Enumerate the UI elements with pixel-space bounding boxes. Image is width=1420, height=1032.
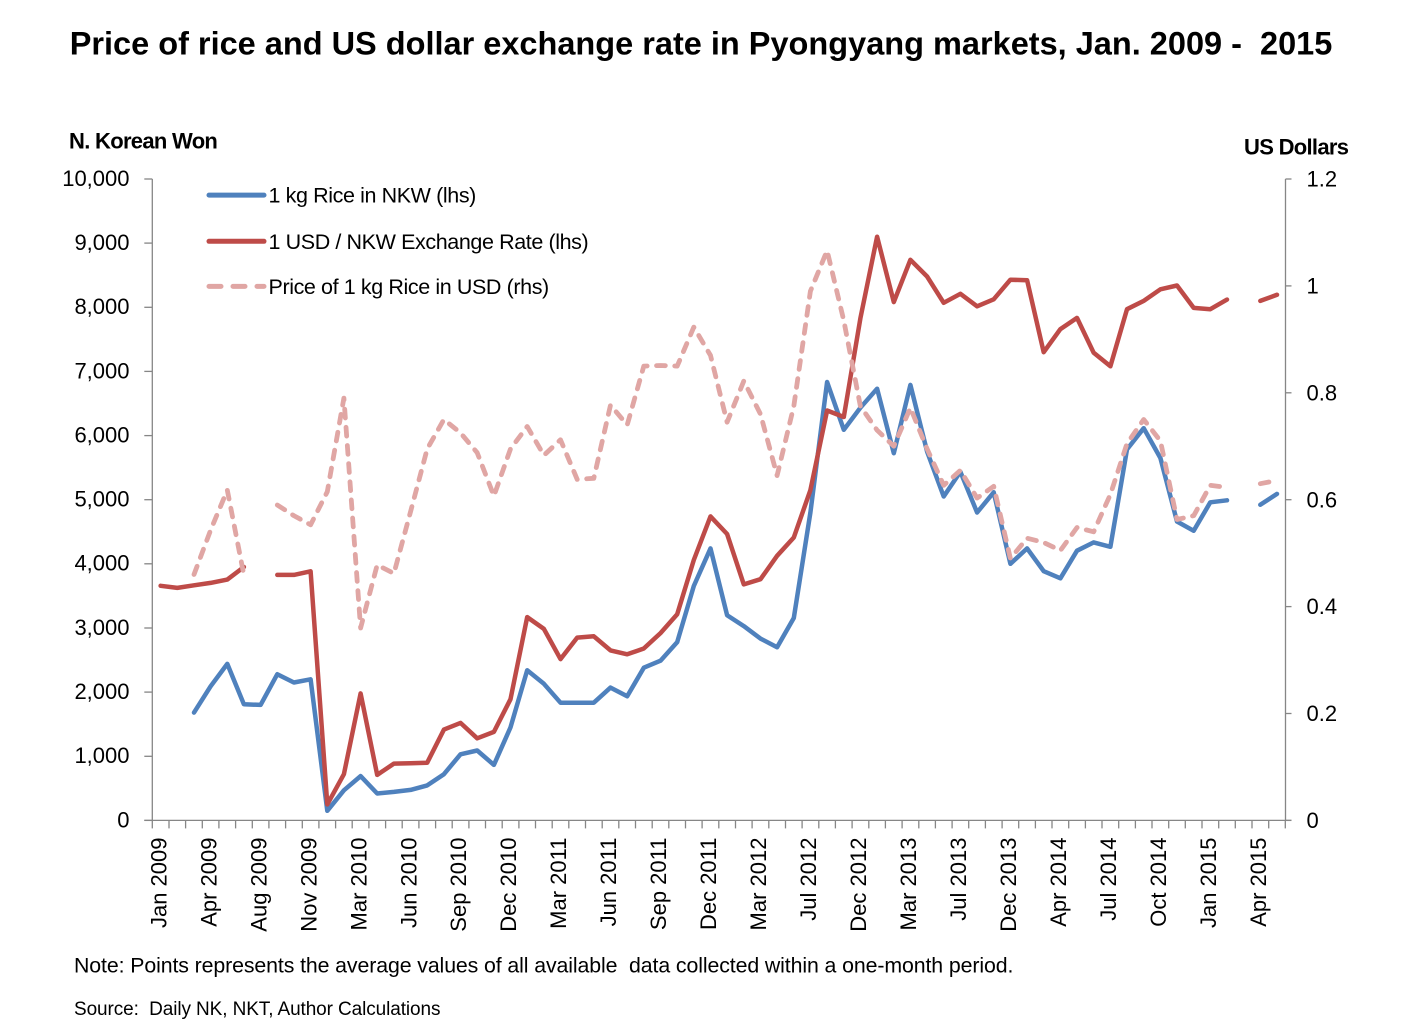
svg-text:0.4: 0.4 xyxy=(1307,594,1338,619)
svg-text:1 kg Rice in NKW (lhs): 1 kg Rice in NKW (lhs) xyxy=(269,184,476,208)
svg-text:Jul 2013: Jul 2013 xyxy=(946,838,971,921)
svg-text:1,000: 1,000 xyxy=(74,743,129,768)
svg-text:Source: Daily NK, NKT, Author: Source: Daily NK, NKT, Author Calculatio… xyxy=(74,999,440,1020)
svg-text:1.2: 1.2 xyxy=(1307,167,1338,192)
svg-text:N. Korean Won: N. Korean Won xyxy=(69,129,217,154)
svg-text:Mar 2013: Mar 2013 xyxy=(896,838,921,931)
svg-text:7,000: 7,000 xyxy=(74,358,129,383)
svg-text:9,000: 9,000 xyxy=(74,230,129,255)
svg-text:US Dollars: US Dollars xyxy=(1244,135,1349,160)
svg-text:10,000: 10,000 xyxy=(62,166,129,191)
svg-text:Mar 2010: Mar 2010 xyxy=(346,838,371,931)
svg-text:Apr 2014: Apr 2014 xyxy=(1046,838,1071,927)
svg-text:Jul 2012: Jul 2012 xyxy=(796,838,821,921)
svg-text:0.8: 0.8 xyxy=(1307,380,1338,405)
svg-text:1 USD / NKW Exchange Rate (lhs: 1 USD / NKW Exchange Rate (lhs) xyxy=(269,230,589,254)
svg-text:6,000: 6,000 xyxy=(74,423,129,448)
svg-text:Price of 1 kg Rice in USD (rhs: Price of 1 kg Rice in USD (rhs) xyxy=(269,275,549,299)
svg-text:Mar 2011: Mar 2011 xyxy=(546,838,571,929)
svg-text:0.2: 0.2 xyxy=(1307,701,1338,726)
svg-text:5,000: 5,000 xyxy=(74,487,129,512)
svg-text:Jan 2015: Jan 2015 xyxy=(1196,838,1221,929)
svg-text:Oct 2014: Oct 2014 xyxy=(1146,838,1171,927)
svg-text:4,000: 4,000 xyxy=(74,551,129,576)
svg-text:Jun 2010: Jun 2010 xyxy=(396,838,421,929)
svg-text:Dec 2011: Dec 2011 xyxy=(696,838,721,931)
svg-text:Dec 2010: Dec 2010 xyxy=(496,838,521,932)
svg-text:0: 0 xyxy=(117,807,129,832)
svg-text:Note: Points represents the av: Note: Points represents the average valu… xyxy=(74,954,1013,978)
svg-text:Mar 2012: Mar 2012 xyxy=(746,838,771,931)
svg-text:Apr 2015: Apr 2015 xyxy=(1246,838,1271,927)
svg-text:Nov 2009: Nov 2009 xyxy=(296,838,321,932)
svg-text:Sep 2011: Sep 2011 xyxy=(646,838,671,931)
svg-text:8,000: 8,000 xyxy=(74,294,129,319)
svg-text:Jul 2014: Jul 2014 xyxy=(1096,838,1121,921)
svg-text:Jun 2011: Jun 2011 xyxy=(596,838,621,927)
svg-text:0: 0 xyxy=(1307,808,1319,833)
svg-text:Dec 2013: Dec 2013 xyxy=(996,838,1021,932)
svg-text:0.6: 0.6 xyxy=(1307,487,1338,512)
svg-text:Jan 2009: Jan 2009 xyxy=(146,838,171,929)
svg-text:2,000: 2,000 xyxy=(74,679,129,704)
svg-text:Apr 2009: Apr 2009 xyxy=(196,838,221,927)
svg-text:Price of rice and US dollar ex: Price of rice and US dollar exchange rat… xyxy=(70,26,1333,62)
svg-text:Dec 2012: Dec 2012 xyxy=(846,838,871,932)
svg-text:1: 1 xyxy=(1307,274,1319,299)
svg-text:Aug 2009: Aug 2009 xyxy=(246,838,271,932)
svg-text:Sep 2010: Sep 2010 xyxy=(446,838,471,932)
svg-text:3,000: 3,000 xyxy=(74,615,129,640)
